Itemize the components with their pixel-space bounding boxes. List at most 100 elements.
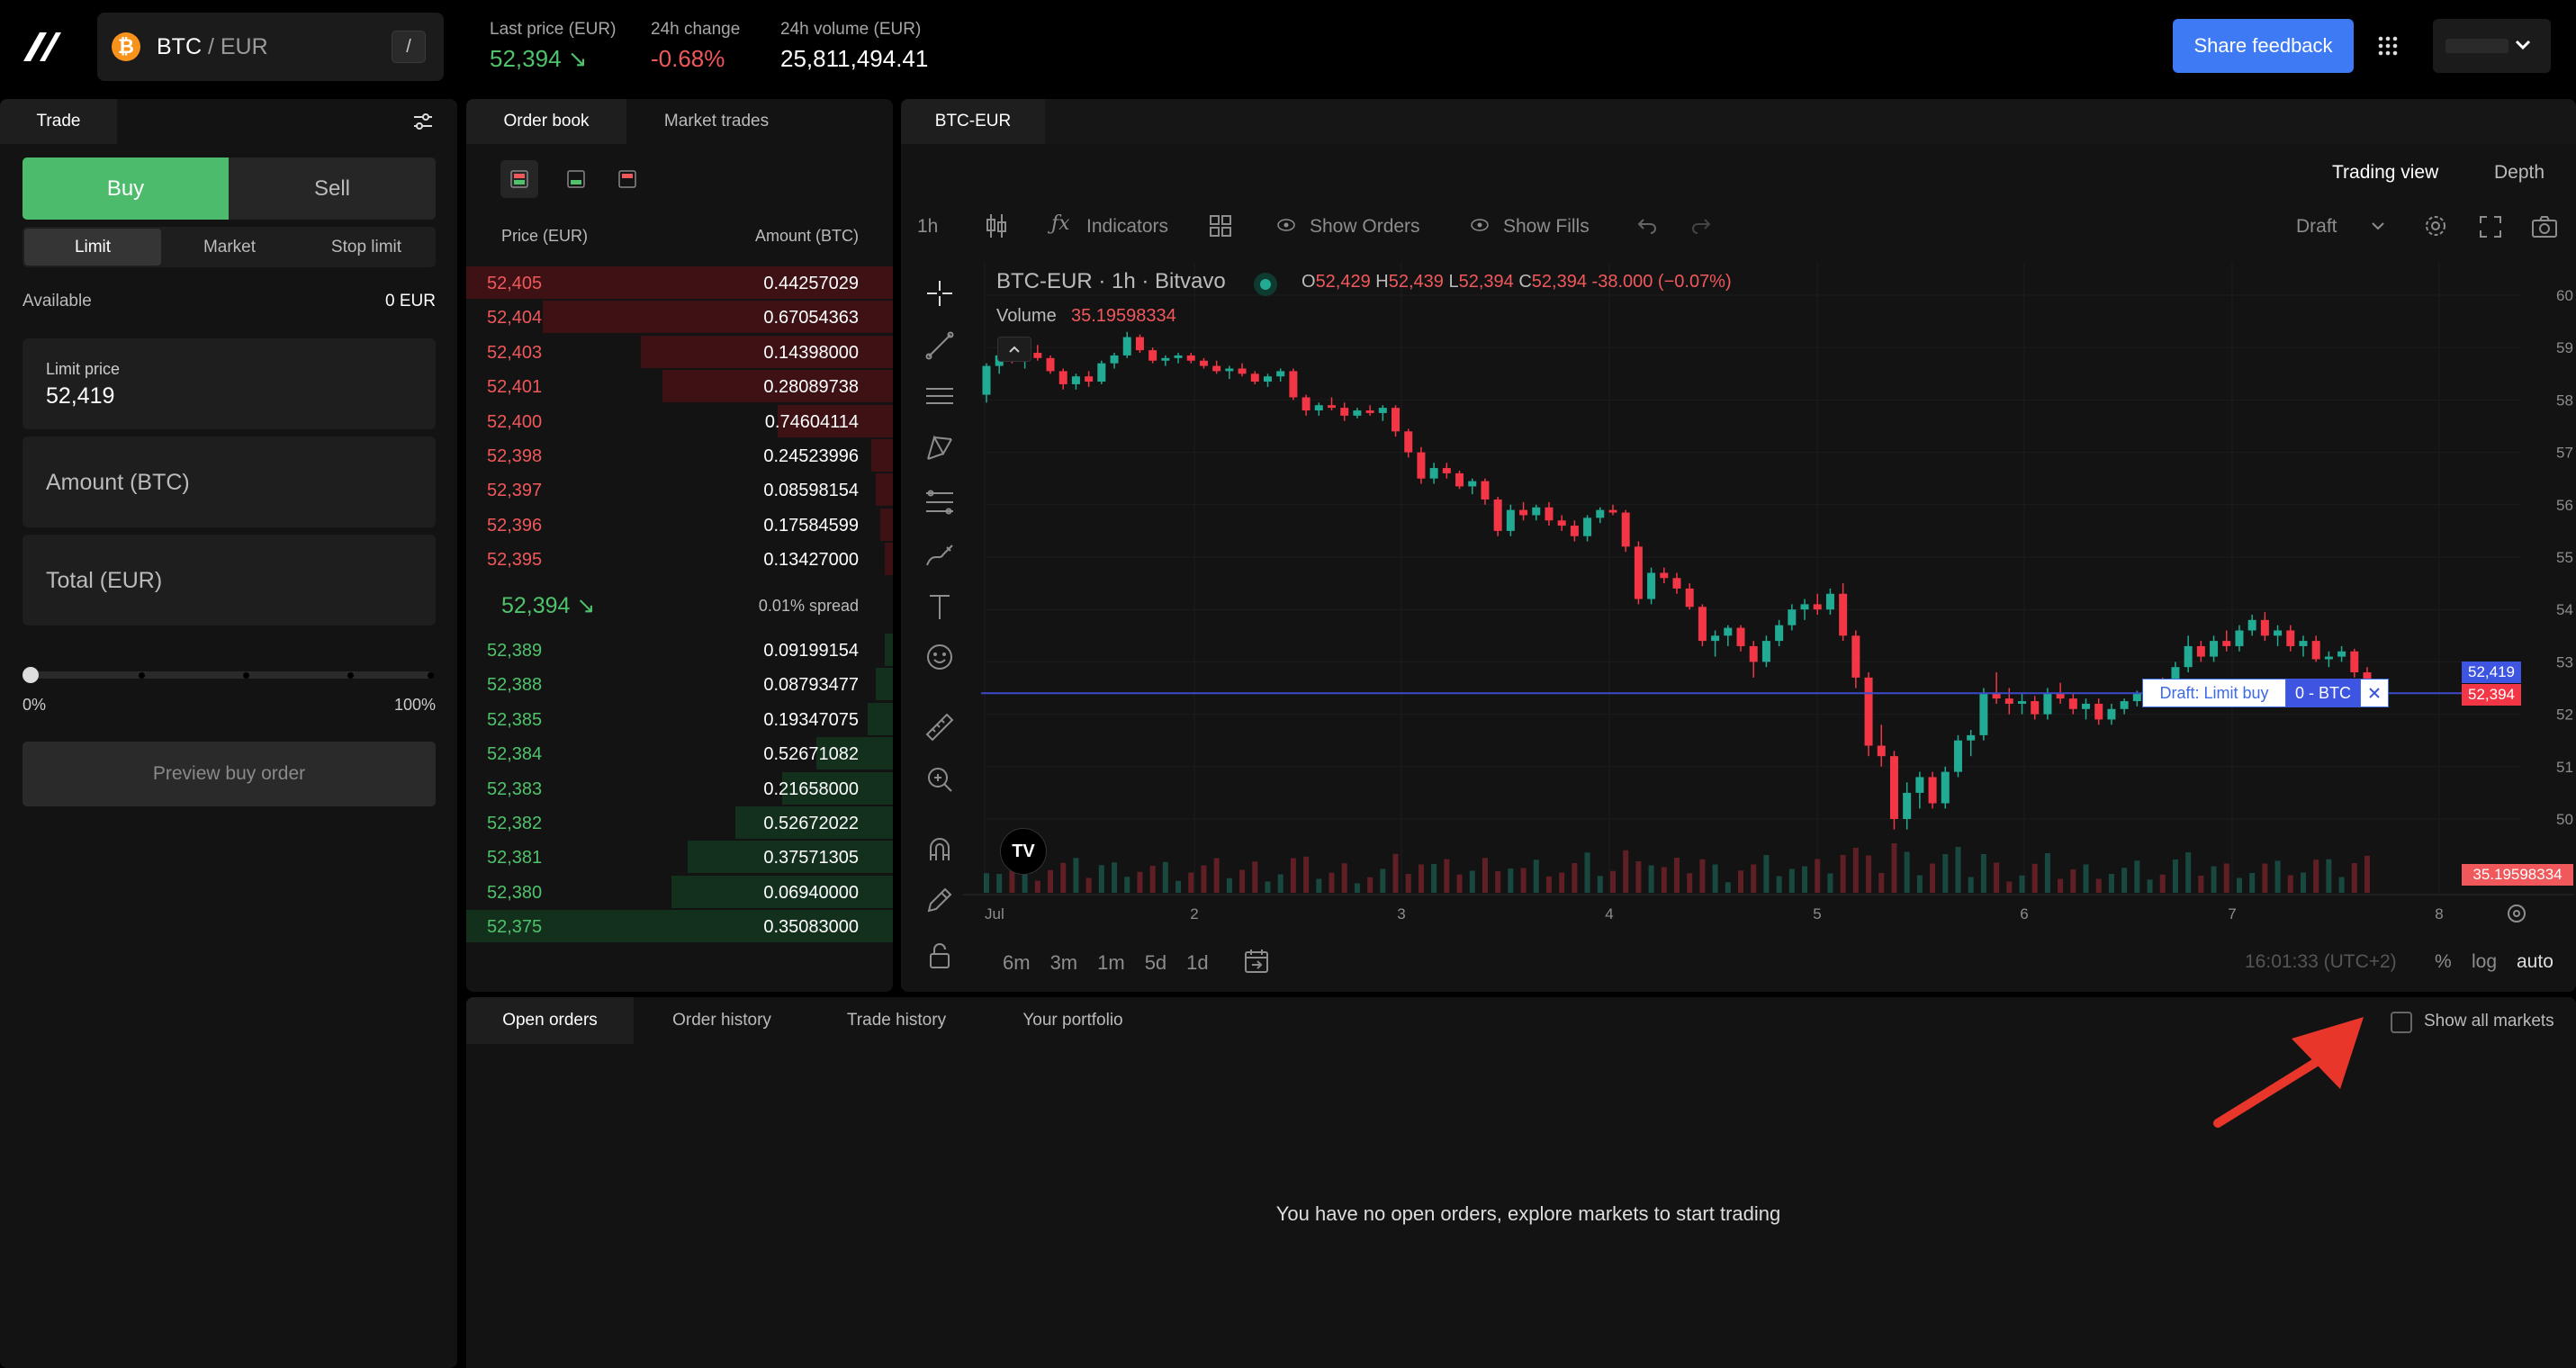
bid-row[interactable]: 52,375 0.35083000 bbox=[466, 909, 893, 943]
tab-trade-history[interactable]: Trade history bbox=[810, 997, 983, 1044]
draft-order-close-icon[interactable] bbox=[2360, 679, 2389, 707]
layouts-icon[interactable] bbox=[1209, 214, 1232, 238]
brush-tool-icon[interactable] bbox=[920, 535, 959, 574]
draft-select[interactable]: Draft bbox=[2296, 216, 2337, 237]
show-orders-eye-icon[interactable] bbox=[1277, 219, 1295, 231]
chart-settings-gear-icon[interactable] bbox=[2423, 213, 2448, 238]
tab-open-orders[interactable]: Open orders bbox=[466, 997, 634, 1044]
trading-view-tab[interactable]: Trading view bbox=[2332, 162, 2439, 183]
redo-icon[interactable] bbox=[1690, 216, 1712, 234]
volume-bar bbox=[2185, 852, 2192, 893]
fib-tool-icon[interactable] bbox=[920, 482, 959, 522]
depth-tab[interactable]: Depth bbox=[2494, 162, 2545, 183]
bid-row[interactable]: 52,389 0.09199154 bbox=[466, 633, 893, 667]
order-type-market[interactable]: Market bbox=[203, 237, 257, 256]
preview-buy-order-button[interactable]: Preview buy order bbox=[23, 742, 436, 806]
tab-market-trades[interactable]: Market trades bbox=[626, 99, 806, 144]
show-all-markets-label[interactable]: Show all markets bbox=[2424, 1012, 2554, 1030]
market-selector[interactable]: ₿ BTC / EUR / bbox=[97, 13, 444, 81]
scroll-to-realtime-icon[interactable] bbox=[2505, 902, 2528, 925]
interval-button[interactable]: 1h bbox=[917, 216, 939, 237]
ask-row[interactable]: 52,403 0.14398000 bbox=[466, 335, 893, 369]
chart-tab[interactable]: BTC-EUR bbox=[901, 99, 1045, 144]
candle-body bbox=[1647, 572, 1656, 599]
sliders-icon[interactable] bbox=[412, 112, 434, 131]
bid-row[interactable]: 52,384 0.52671082 bbox=[466, 736, 893, 770]
show-orders-button[interactable]: Show Orders bbox=[1310, 216, 1420, 237]
tab-your-portfolio[interactable]: Your portfolio bbox=[983, 997, 1163, 1044]
show-fills-eye-icon[interactable] bbox=[1471, 219, 1489, 231]
order-type-stop-limit[interactable]: Stop limit bbox=[330, 237, 402, 256]
show-fills-button[interactable]: Show Fills bbox=[1503, 216, 1590, 237]
date-range-icon[interactable] bbox=[1243, 949, 1270, 974]
slider-handle[interactable] bbox=[23, 667, 39, 683]
scale-percent-button[interactable]: % bbox=[2435, 951, 2452, 972]
crosshair-icon[interactable] bbox=[920, 274, 959, 313]
ask-row[interactable]: 52,404 0.67054363 bbox=[466, 300, 893, 334]
indicators-button[interactable]: Indicators bbox=[1086, 216, 1169, 237]
ask-row[interactable]: 52,398 0.24523996 bbox=[466, 438, 893, 472]
apps-grid-icon[interactable] bbox=[2378, 36, 2398, 56]
pattern-tool-icon[interactable] bbox=[920, 428, 959, 468]
ask-row[interactable]: 52,401 0.28089738 bbox=[466, 369, 893, 403]
undo-icon[interactable] bbox=[1636, 216, 1658, 234]
chart-area[interactable] bbox=[901, 144, 2576, 992]
bitvavo-logo[interactable] bbox=[20, 31, 63, 63]
bid-row[interactable]: 52,382 0.52672022 bbox=[466, 806, 893, 840]
range-button-1d[interactable]: 1d bbox=[1186, 951, 1209, 974]
account-menu-button[interactable] bbox=[2433, 19, 2551, 73]
tradingview-logo[interactable]: TV bbox=[1000, 828, 1047, 875]
limit-price-field[interactable]: Limit price 52,419 bbox=[23, 338, 436, 429]
tab-order-history[interactable]: Order history bbox=[634, 997, 810, 1044]
draw-lock-pencil-icon[interactable] bbox=[920, 880, 959, 920]
horizontal-lines-icon[interactable] bbox=[920, 376, 959, 416]
bid-row[interactable]: 52,383 0.21658000 bbox=[466, 771, 893, 806]
amount-input[interactable]: Amount (BTC) bbox=[23, 436, 436, 527]
show-all-markets-checkbox[interactable] bbox=[2391, 1012, 2412, 1033]
share-feedback-button[interactable]: Share feedback bbox=[2173, 19, 2354, 73]
fullscreen-icon[interactable] bbox=[2479, 215, 2502, 238]
order-type-limit[interactable]: Limit bbox=[24, 229, 161, 266]
range-button-1m[interactable]: 1m bbox=[1097, 951, 1125, 974]
range-button-6m[interactable]: 6m bbox=[1003, 951, 1031, 974]
snapshot-camera-icon[interactable] bbox=[2531, 215, 2558, 238]
ask-row[interactable]: 52,397 0.08598154 bbox=[466, 472, 893, 507]
view-both-icon[interactable] bbox=[500, 160, 538, 198]
scale-auto-button[interactable]: auto bbox=[2517, 951, 2553, 972]
magnet-icon[interactable] bbox=[920, 830, 959, 869]
sell-button[interactable]: Sell bbox=[229, 158, 436, 220]
total-input[interactable]: Total (EUR) bbox=[23, 535, 436, 626]
trend-line-icon[interactable] bbox=[920, 326, 959, 365]
bid-row[interactable]: 52,380 0.06940000 bbox=[466, 875, 893, 909]
ask-row[interactable]: 52,395 0.13427000 bbox=[466, 542, 893, 576]
range-button-3m[interactable]: 3m bbox=[1049, 951, 1078, 974]
buy-button[interactable]: Buy bbox=[23, 158, 229, 220]
ruler-tool-icon[interactable] bbox=[920, 707, 959, 747]
zoom-in-icon[interactable] bbox=[920, 760, 959, 799]
tab-order-book[interactable]: Order book bbox=[466, 99, 626, 144]
trade-tab[interactable]: Trade bbox=[0, 99, 117, 144]
price-chart[interactable]: 60,000 59,000 58,000 57,000 56,000 55,000 54,0… bbox=[963, 263, 2574, 931]
draft-order-label[interactable]: Draft: Limit buy bbox=[2142, 679, 2286, 707]
bid-row[interactable]: 52,385 0.19347075 bbox=[466, 702, 893, 736]
view-asks-icon[interactable] bbox=[608, 160, 646, 198]
bid-row[interactable]: 52,381 0.37571305 bbox=[466, 840, 893, 874]
tab-label: Order book bbox=[503, 112, 590, 130]
indicators-icon[interactable]: ƒx bbox=[1051, 212, 1070, 235]
collapse-legend-button[interactable] bbox=[997, 337, 1031, 362]
draft-chevron-down-icon[interactable] bbox=[2371, 221, 2385, 230]
draft-order-qty[interactable]: 0 - BTC bbox=[2286, 679, 2360, 707]
range-button-5d[interactable]: 5d bbox=[1144, 951, 1167, 974]
row-amount: 0.74604114 bbox=[764, 411, 859, 432]
lock-drawings-icon[interactable] bbox=[920, 936, 959, 976]
emoji-tool-icon[interactable] bbox=[920, 637, 959, 677]
ask-row[interactable]: 52,400 0.74604114 bbox=[466, 404, 893, 438]
bid-row[interactable]: 52,388 0.08793477 bbox=[466, 667, 893, 701]
scale-log-button[interactable]: log bbox=[2472, 951, 2498, 972]
ask-row[interactable]: 52,396 0.17584599 bbox=[466, 508, 893, 542]
ask-row[interactable]: 52,405 0.44257029 bbox=[466, 266, 893, 300]
text-tool-icon[interactable] bbox=[920, 587, 959, 626]
candle-style-icon[interactable] bbox=[985, 212, 1008, 239]
view-bids-icon[interactable] bbox=[557, 160, 595, 198]
amount-slider[interactable] bbox=[23, 666, 436, 684]
